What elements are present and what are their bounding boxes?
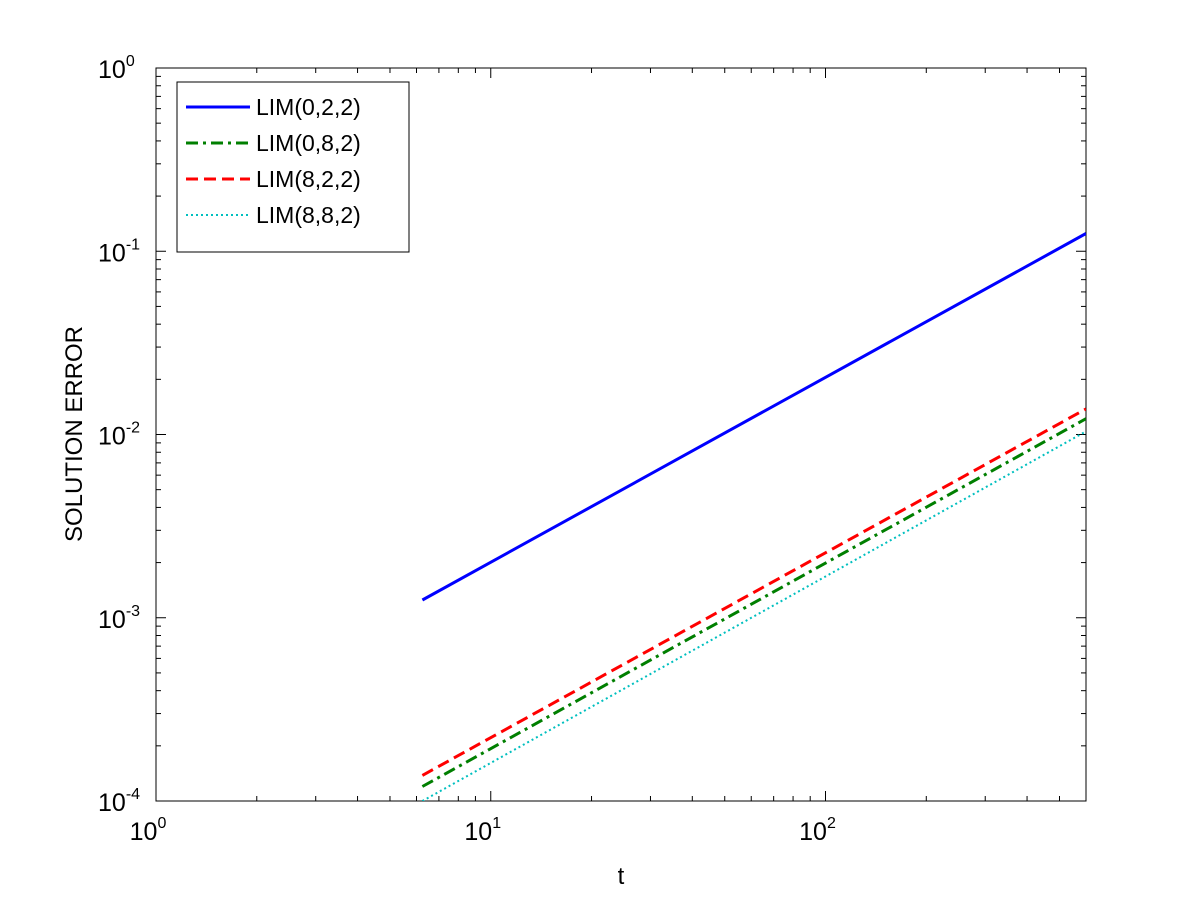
y-tick-label: 100 bbox=[98, 53, 135, 84]
tick-labels: 100 101 102 10-4 10-3 10-2 10-1 100 bbox=[98, 53, 836, 846]
x-tick-label: 100 bbox=[130, 815, 167, 846]
legend-label-2: LIM(0,8,2) bbox=[256, 130, 361, 156]
series-group bbox=[421, 232, 1086, 801]
legend-box bbox=[176, 81, 410, 253]
x-tick-label: 102 bbox=[799, 815, 836, 846]
series-line-4 bbox=[421, 430, 1086, 801]
x-tick-label: 101 bbox=[464, 815, 501, 846]
legend: LIM(0,2,2) LIM(0,8,2) LIM(8,2,2) LIM(8,8,2) bbox=[176, 81, 410, 253]
minor-ticks bbox=[156, 68, 1086, 801]
legend-label-4: LIM(8,8,2) bbox=[256, 202, 361, 228]
y-axis-label: SOLUTION ERROR bbox=[61, 326, 88, 542]
y-tick-label: 10-3 bbox=[98, 603, 140, 634]
major-ticks bbox=[155, 67, 1086, 802]
series-line-1 bbox=[421, 232, 1086, 602]
legend-label-3: LIM(8,2,2) bbox=[256, 166, 361, 192]
y-tick-label: 10-2 bbox=[98, 420, 140, 451]
series-line-3 bbox=[421, 407, 1086, 777]
y-tick-label: 10-1 bbox=[98, 236, 140, 267]
legend-label-1: LIM(0,2,2) bbox=[256, 94, 361, 120]
x-axis-label: t bbox=[618, 863, 625, 890]
series-line-2 bbox=[421, 417, 1086, 788]
y-tick-label: 10-4 bbox=[98, 786, 140, 817]
